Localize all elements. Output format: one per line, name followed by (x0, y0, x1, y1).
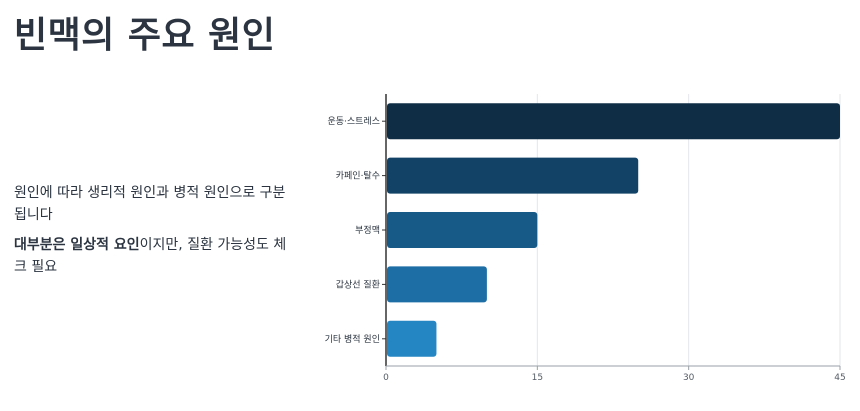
bar-1 (387, 157, 639, 194)
category-label-4: 기타 병적 원인 (325, 333, 380, 345)
category-label-0: 운동·스트레스 (327, 116, 380, 127)
bar-0 (387, 103, 840, 140)
category-label-3: 갑상선 질환 (336, 278, 380, 290)
description-panel: 원인에 따라 생리적 원인과 병적 원인으로 구분됩니다 대부분은 일상적 요인… (14, 182, 289, 286)
x-tick-label-2: 30 (683, 373, 695, 383)
x-tick-label-0: 0 (383, 373, 389, 383)
bar-3 (387, 266, 487, 303)
description-rest-text: 이지만, 질환 가능성도 체크 필요 (14, 237, 287, 275)
bar-2 (387, 212, 538, 248)
description-line-1: 원인에 따라 생리적 원인과 병적 원인으로 구분됩니다 (14, 185, 286, 223)
x-tick-label-3: 45 (834, 373, 845, 383)
page-title: 빈맥의 주요 원인 (14, 15, 276, 56)
category-label-2: 부정맥 (355, 225, 380, 236)
bar-4 (387, 320, 437, 357)
description-bold-text: 대부분은 일상적 요인 (14, 237, 140, 253)
description-line-2: 대부분은 일상적 요인이지만, 질환 가능성도 체크 필요 (14, 234, 289, 278)
category-label-1: 카페인·탈수 (336, 171, 380, 182)
x-tick-label-1: 15 (532, 373, 543, 383)
